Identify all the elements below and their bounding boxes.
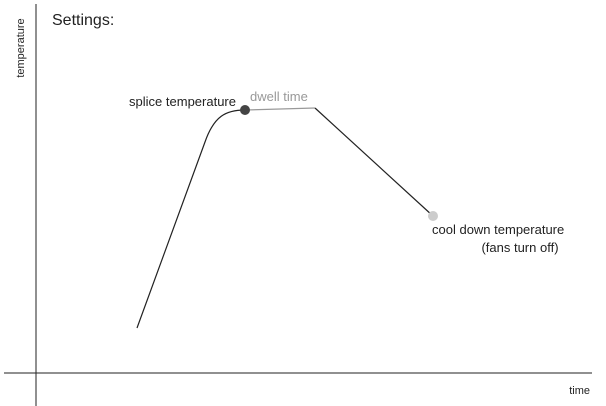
heating-curve	[136, 109, 246, 329]
title: Settings:	[52, 12, 114, 29]
x-axis-label: time	[569, 385, 590, 397]
cooldown-label: cool down temperature	[432, 222, 564, 237]
cooldown-note: (fans turn off)	[481, 240, 558, 255]
y-axis-label: temperature	[15, 18, 27, 77]
dwell-label: dwell time	[250, 89, 308, 104]
splice-label: splice temperature	[129, 94, 236, 109]
cooling-line	[314, 107, 434, 217]
splice-point	[240, 105, 250, 115]
dwell-line	[244, 107, 316, 111]
cooldown-point	[428, 211, 438, 221]
